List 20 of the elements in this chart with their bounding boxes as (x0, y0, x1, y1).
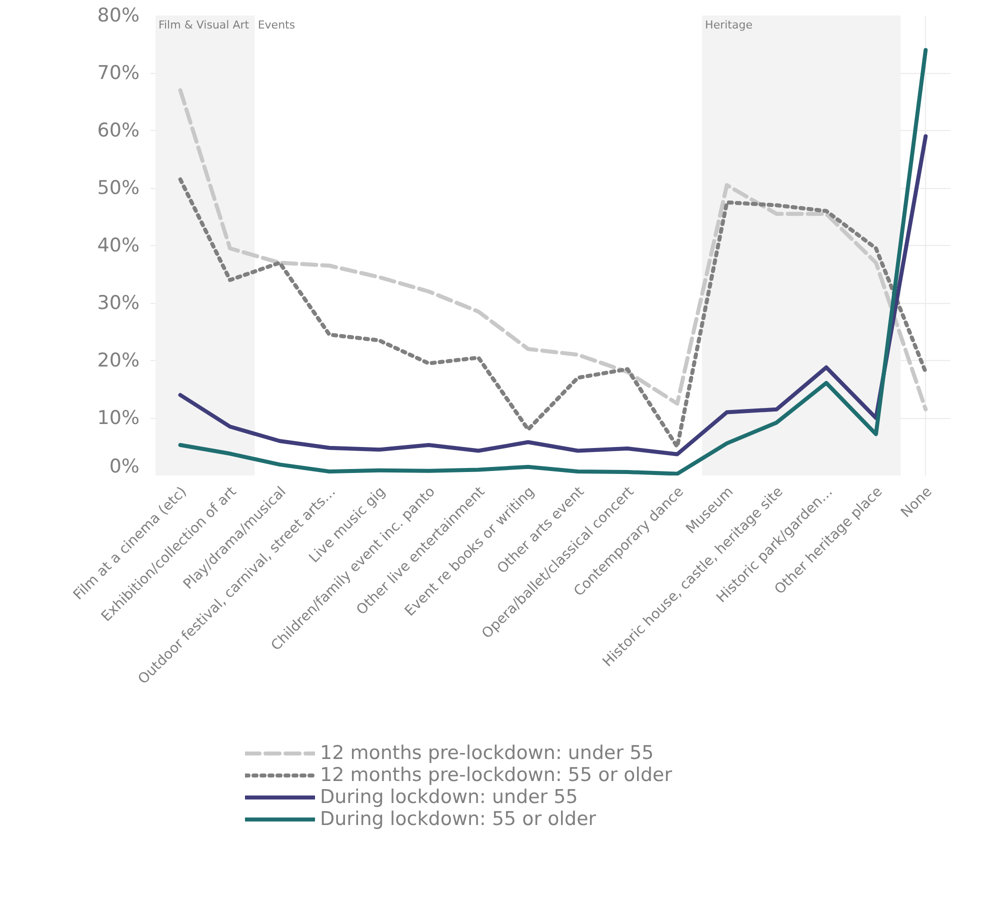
band-label: Heritage (705, 18, 753, 32)
y-tick-label: 20% (97, 350, 140, 372)
line-series (178, 88, 928, 412)
y-tick-label: 50% (97, 177, 140, 199)
band-label: Film & Visual Art (158, 18, 250, 32)
legend-label: During lockdown: 55 or older (320, 808, 596, 830)
legend-label: During lockdown: under 55 (320, 786, 578, 808)
band-label: Events (258, 18, 296, 32)
line-series (178, 134, 928, 456)
line-series (178, 177, 928, 449)
legend-label: 12 months pre-lockdown: under 55 (320, 742, 654, 764)
y-tick-label: 70% (97, 62, 140, 84)
y-tick-label: 30% (97, 292, 140, 314)
y-tick-label: 10% (97, 407, 140, 429)
line-series (178, 48, 928, 476)
y-tick-label: 40% (97, 234, 140, 256)
legend-label: 12 months pre-lockdown: 55 or older (320, 764, 672, 786)
y-tick-label: 0% (109, 456, 140, 478)
y-tick-label: 80% (97, 4, 140, 26)
y-tick-label: 60% (97, 120, 140, 142)
